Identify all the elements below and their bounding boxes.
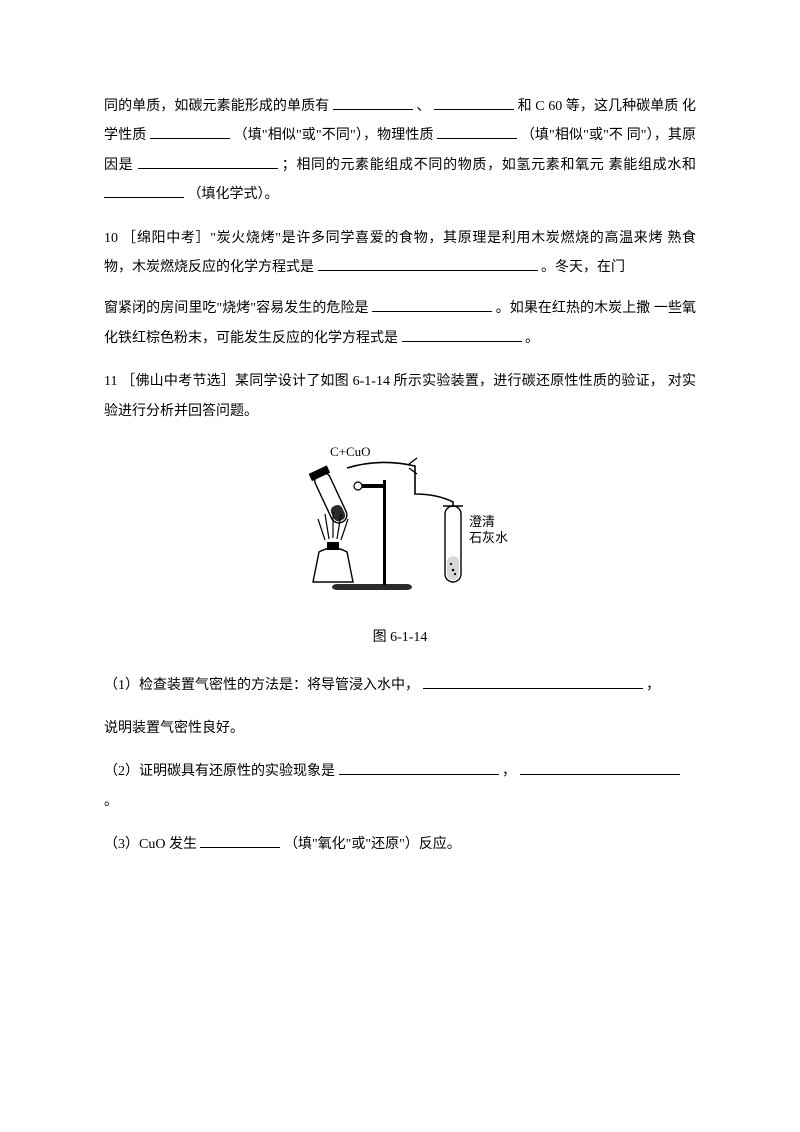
figure-caption: 图 6-1-14 — [104, 623, 696, 652]
q11-t1: 11 ［佛山中考节选］某同学设计了如图 6-1-14 所示实验装置，进行碳还原性… — [104, 374, 664, 389]
q9-t5: （填"相似"或"不同"），物理性质 — [234, 128, 434, 143]
q9-paragraph: 同的单质，如碳元素能形成的单质有 、 和 C 60 等，这几种碳单质 化学性质 … — [104, 92, 696, 210]
q10-t3: 。冬天，在门 — [541, 260, 625, 275]
sub-question-1: （1）检查装置气密性的方法是：将导管浸入水中， ， — [104, 671, 696, 700]
blank-q10-3[interactable] — [402, 326, 522, 341]
blank-q9-2[interactable] — [434, 95, 514, 110]
blank-q9-6[interactable] — [104, 183, 184, 198]
blank-q9-4[interactable] — [437, 124, 517, 139]
solution-label-2: 石灰水 — [469, 530, 508, 545]
blank-q9-1[interactable] — [333, 95, 413, 110]
burner-icon — [313, 512, 353, 582]
apparatus-figure: C+CuO — [285, 444, 515, 604]
sub-question-2: （2）证明碳具有还原性的实验现象是 ， 。 — [104, 757, 696, 816]
sub-question-1b: 说明装置气密性良好。 — [104, 714, 696, 743]
sub1-b: ， — [646, 678, 660, 693]
q10-t4: 窗紧闭的房间里吃"烧烤"容易发生的危险是 — [104, 301, 369, 316]
q9-t8: ；相同的元素能组成不同的物质，如氢元素和氧元 — [282, 158, 605, 173]
figure-container: C+CuO — [104, 444, 696, 615]
q9-t2: 、 — [416, 99, 430, 114]
sub1-a: （1）检查装置气密性的方法是：将导管浸入水中， — [104, 678, 419, 693]
sub2-c: 。 — [104, 794, 118, 809]
q9-t9: 素能组成水和 — [609, 158, 696, 173]
blank-sub2-2[interactable] — [520, 760, 680, 775]
sub3-b: （填"氧化"或"还原"）反应。 — [284, 837, 461, 852]
sub3-a: （3）CuO 发生 — [104, 837, 197, 852]
blank-q9-3[interactable] — [150, 124, 230, 139]
q10-t1: 10 ［绵阳中考］"炭火烧烤"是许多同学喜爱的食物，其原理是利用木炭燃烧的高温来… — [104, 231, 663, 246]
sub-question-3: （3）CuO 发生 （填"氧化"或"还原"）反应。 — [104, 830, 696, 859]
reagent-label: C+CuO — [330, 444, 371, 459]
blank-q10-2[interactable] — [372, 297, 492, 312]
q10-paragraph-1: 10 ［绵阳中考］"炭火烧烤"是许多同学喜爱的食物，其原理是利用木炭燃烧的高温来… — [104, 224, 696, 283]
sub1-c: 说明装置气密性良好。 — [104, 721, 244, 736]
q10-t7: 。 — [525, 331, 539, 346]
sub2-b: ， — [502, 764, 516, 779]
blank-sub1[interactable] — [423, 673, 643, 688]
receiver-tube-icon — [443, 506, 463, 582]
blank-q9-5[interactable] — [138, 153, 278, 168]
blank-sub2-1[interactable] — [339, 760, 499, 775]
q9-t3: 和 C 60 等，这几种碳单质 — [518, 99, 679, 114]
q9-t6: （填"相似"或"不 — [521, 128, 623, 143]
q10-t5: 。如果在红热的木炭上撒 — [496, 301, 651, 316]
blank-sub3[interactable] — [200, 833, 280, 848]
blank-q10-1[interactable] — [318, 256, 538, 271]
apparatus-svg: C+CuO — [285, 444, 515, 604]
solution-label-1: 澄清 — [469, 514, 495, 529]
q10-paragraph-2: 窗紧闭的房间里吃"烧烤"容易发生的危险是 。如果在红热的木炭上撒 一些氧化铁红棕… — [104, 294, 696, 353]
q9-t1: 同的单质，如碳元素能形成的单质有 — [104, 99, 329, 114]
sub2-a: （2）证明碳具有还原性的实验现象是 — [104, 764, 335, 779]
q11-paragraph: 11 ［佛山中考节选］某同学设计了如图 6-1-14 所示实验装置，进行碳还原性… — [104, 367, 696, 426]
q9-t10: （填化学式）。 — [188, 187, 279, 202]
